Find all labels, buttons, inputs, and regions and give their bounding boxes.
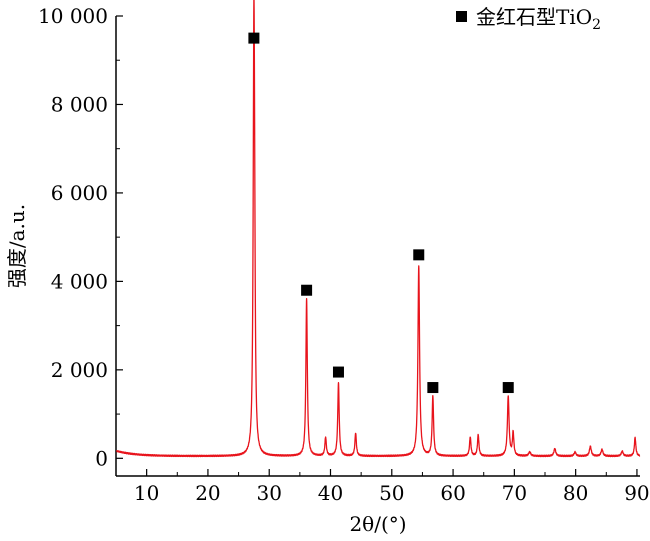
legend-label-subscript: 2 [592, 17, 601, 33]
x-tick-label: 60 [440, 481, 465, 505]
series-line [115, 0, 641, 458]
series-layer [115, 0, 641, 458]
peak-marker-square-icon [301, 284, 313, 296]
peak-marker-square-icon [427, 382, 439, 394]
axes [115, 16, 640, 477]
y-ticks: 0 2 000 4 000 6 000 8 000 10 000 [38, 4, 123, 470]
y-axis-title: 强度/a.u. [5, 204, 29, 288]
x-axis-title: 2θ/(°) [349, 512, 406, 536]
peak-marker-square-icon [413, 249, 425, 261]
y-tick-label: 10 000 [38, 4, 108, 28]
x-tick-label: 50 [379, 481, 404, 505]
legend-marker-square-icon [456, 11, 467, 22]
legend-label: 金红石型TiO2 [476, 5, 601, 33]
y-tick-label: 2 000 [51, 358, 108, 382]
legend-label-main: 金红石型TiO [476, 5, 592, 29]
peak-marker-square-icon [502, 382, 514, 394]
x-tick-label: 40 [318, 481, 343, 505]
legend: 金红石型TiO2 [456, 5, 601, 33]
y-tick-label: 6 000 [51, 181, 108, 205]
x-tick-label: 70 [502, 481, 527, 505]
peak-marker-square-icon [248, 32, 260, 44]
x-tick-label: 80 [563, 481, 588, 505]
x-tick-label: 10 [134, 481, 159, 505]
peak-markers [248, 32, 514, 394]
y-tick-label: 8 000 [51, 92, 108, 116]
x-ticks: 10 20 30 40 50 60 70 80 90 [134, 469, 650, 505]
x-tick-label: 90 [624, 481, 649, 505]
y-tick-label: 4 000 [51, 269, 108, 293]
peak-marker-square-icon [332, 366, 344, 378]
x-tick-label: 30 [256, 481, 281, 505]
x-tick-label: 20 [195, 481, 220, 505]
y-tick-label: 0 [95, 446, 108, 470]
